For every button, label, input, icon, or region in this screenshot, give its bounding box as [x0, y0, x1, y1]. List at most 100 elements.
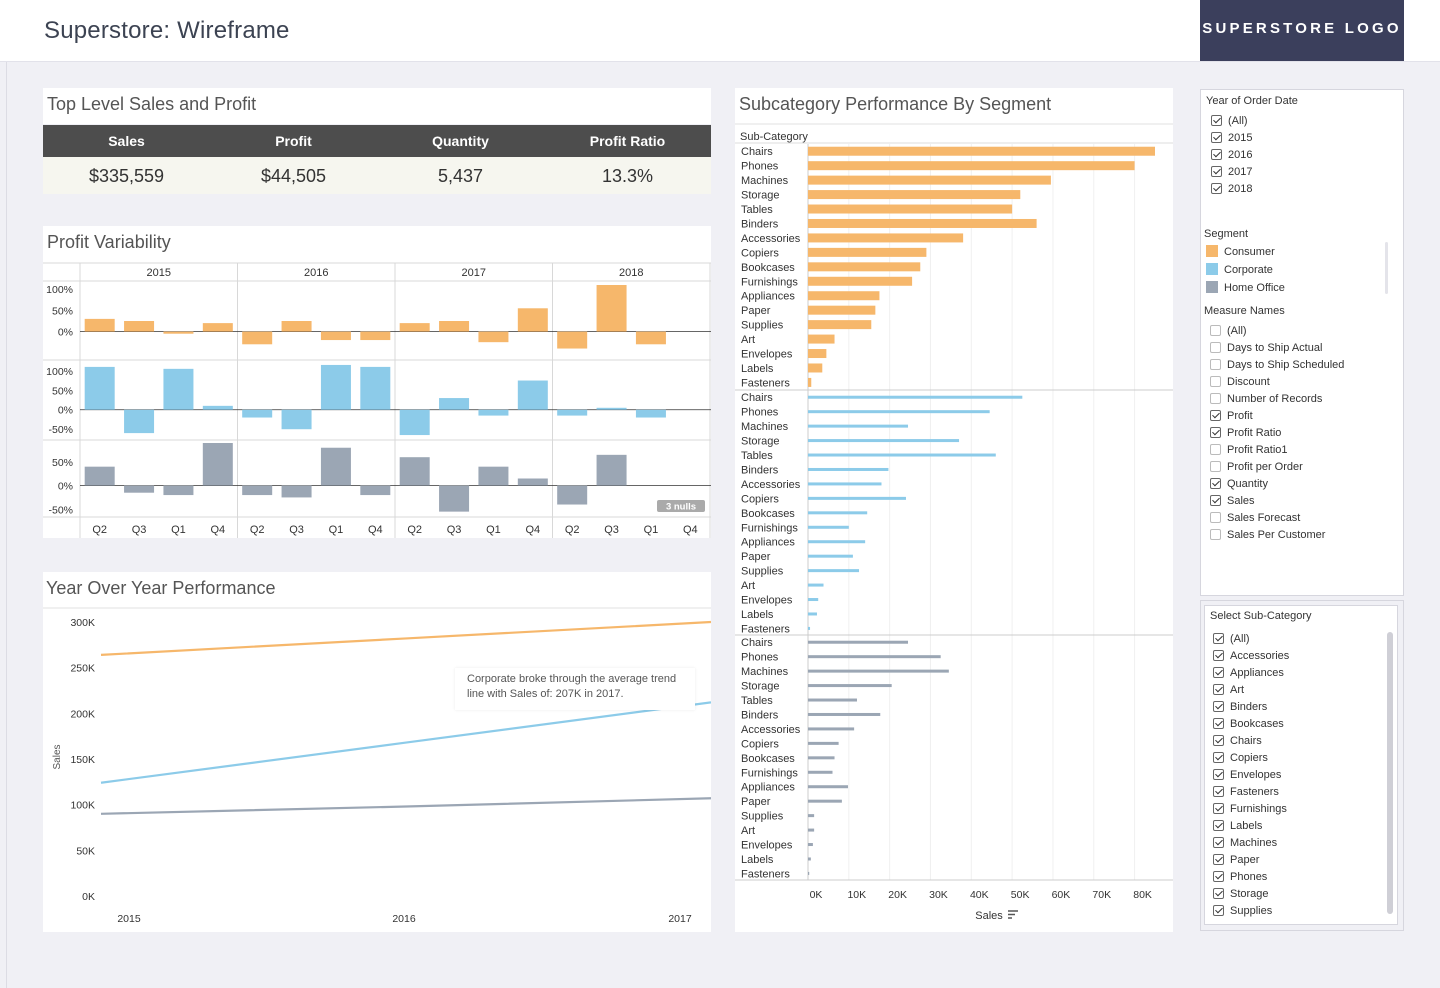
profit-variability-title: Profit Variability [47, 232, 171, 252]
subcategory-filter-option-label: Furnishings [1230, 803, 1287, 815]
measure-filter-option[interactable]: Number of Records [1210, 392, 1322, 408]
checked-checkbox-icon[interactable] [1213, 820, 1224, 831]
checked-checkbox-icon[interactable] [1213, 650, 1224, 661]
pv-quarter-label: Q4 [210, 524, 225, 536]
sub-bar-corporate [808, 496, 906, 500]
subcategory-filter-option[interactable]: Supplies [1213, 904, 1272, 920]
sub-category-label: Chairs [741, 637, 773, 649]
measure-filter-option[interactable]: (All) [1210, 324, 1247, 340]
subcategory-filter-option[interactable]: Chairs [1213, 734, 1262, 750]
page-title: Superstore: Wireframe [44, 17, 290, 44]
segment-legend-item[interactable]: Home Office [1206, 281, 1285, 297]
year-filter-option[interactable]: 2017 [1211, 165, 1252, 181]
checked-checkbox-icon[interactable] [1211, 183, 1222, 194]
sub-bar-home-office [808, 669, 949, 673]
sub-category-label: Fasteners [741, 623, 790, 635]
year-filter-option[interactable]: 2015 [1211, 131, 1252, 147]
subcategory-filter-option[interactable]: Appliances [1213, 666, 1284, 682]
checked-checkbox-icon[interactable] [1213, 701, 1224, 712]
checked-checkbox-icon[interactable] [1213, 667, 1224, 678]
kpi-value-profit[interactable]: $44,505 [260, 166, 327, 186]
subcategory-filter-option[interactable]: Fasteners [1213, 785, 1279, 801]
checked-checkbox-icon[interactable] [1210, 478, 1221, 489]
checked-checkbox-icon[interactable] [1213, 786, 1224, 797]
checked-checkbox-icon[interactable] [1213, 854, 1224, 865]
measure-filter-option[interactable]: Profit Ratio1 [1210, 443, 1288, 459]
subcategory-filter-option-label: Phones [1230, 871, 1268, 883]
subcategory-filter-option-label: (All) [1230, 633, 1250, 645]
checked-checkbox-icon[interactable] [1213, 735, 1224, 746]
profit-variability-chart[interactable]: 2015 2016 2017 2018 100% 50% 0% 100% 50% 0% -50% 50… [43, 226, 711, 538]
unchecked-checkbox-icon[interactable] [1210, 325, 1221, 336]
measure-filter-option[interactable]: Sales Forecast [1210, 511, 1300, 527]
checked-checkbox-icon[interactable] [1213, 871, 1224, 882]
unchecked-checkbox-icon[interactable] [1210, 512, 1221, 523]
pv-bar-corporate [320, 364, 351, 410]
measure-filter-option[interactable]: Profit [1210, 409, 1253, 425]
pv-nulls-badge [657, 500, 705, 512]
checked-checkbox-icon[interactable] [1210, 410, 1221, 421]
subcategory-scrollbar[interactable] [1387, 632, 1393, 914]
segment-scrollbar[interactable] [1385, 242, 1388, 294]
checked-checkbox-icon[interactable] [1213, 837, 1224, 848]
subcategory-filter-option[interactable]: Copiers [1213, 751, 1268, 767]
unchecked-checkbox-icon[interactable] [1210, 444, 1221, 455]
year-filter-option[interactable]: 2018 [1211, 182, 1252, 198]
subcategory-filter-option[interactable]: Accessories [1213, 649, 1289, 665]
sub-x-tick-label: 80K [1133, 889, 1152, 901]
yoy-chart[interactable]: 0K 50K 100K 150K 200K 250K 300K Sales 2015 2016 20… [43, 572, 711, 932]
checked-checkbox-icon[interactable] [1213, 905, 1224, 916]
checked-checkbox-icon[interactable] [1210, 427, 1221, 438]
sub-bar-consumer [808, 363, 823, 373]
unchecked-checkbox-icon[interactable] [1210, 393, 1221, 404]
checked-checkbox-icon[interactable] [1213, 769, 1224, 780]
measure-filter-option[interactable]: Days to Ship Scheduled [1210, 358, 1344, 374]
subcategory-filter-option[interactable]: Bookcases [1213, 717, 1284, 733]
checked-checkbox-icon[interactable] [1213, 803, 1224, 814]
subcategory-filter-option[interactable]: Phones [1213, 870, 1267, 886]
checked-checkbox-icon[interactable] [1213, 718, 1224, 729]
measure-filter-option-label: Days to Ship Scheduled [1227, 359, 1345, 371]
measure-filter-option[interactable]: Sales Per Customer [1210, 528, 1325, 544]
subcategory-filter-option[interactable]: Labels [1213, 819, 1262, 835]
measure-filter-option[interactable]: Profit per Order [1210, 460, 1303, 476]
subcategory-filter-option[interactable]: Binders [1213, 700, 1267, 716]
year-filter-option[interactable]: 2016 [1211, 148, 1252, 164]
subcategory-filter-option[interactable]: Machines [1213, 836, 1277, 852]
unchecked-checkbox-icon[interactable] [1210, 359, 1221, 370]
kpi-value-sales[interactable]: $335,559 [88, 166, 165, 186]
subcategory-filter-option[interactable]: Paper [1213, 853, 1259, 869]
pv-bar-home-office [360, 485, 391, 496]
subcategory-chart[interactable]: Sub-Category 0K 10K 20K 30K 40K 50K 60K 70K 80K Sa… [735, 88, 1173, 932]
subcategory-filter-option[interactable]: Furnishings [1213, 802, 1287, 818]
kpi-value-profit-ratio[interactable]: 13.3% [601, 166, 654, 186]
yoy-line-home-office [100, 797, 711, 815]
checked-checkbox-icon[interactable] [1211, 149, 1222, 160]
checked-checkbox-icon[interactable] [1213, 888, 1224, 899]
measure-filter-option[interactable]: Discount [1210, 375, 1270, 391]
subcategory-filter-option[interactable]: Envelopes [1213, 768, 1281, 784]
unchecked-checkbox-icon[interactable] [1210, 342, 1221, 353]
measure-filter-option[interactable]: Days to Ship Actual [1210, 341, 1322, 357]
checked-checkbox-icon[interactable] [1210, 495, 1221, 506]
unchecked-checkbox-icon[interactable] [1210, 461, 1221, 472]
subcategory-filter-option-label: Paper [1230, 854, 1260, 866]
year-filter-option[interactable]: (All) [1211, 114, 1248, 130]
measure-filter-option[interactable]: Sales [1210, 494, 1255, 510]
measure-filter-option[interactable]: Profit Ratio [1210, 426, 1281, 442]
segment-legend-item[interactable]: Consumer [1206, 245, 1275, 261]
checked-checkbox-icon[interactable] [1211, 166, 1222, 177]
subcategory-filter-option[interactable]: Art [1213, 683, 1244, 699]
unchecked-checkbox-icon[interactable] [1210, 376, 1221, 387]
measure-filter-option[interactable]: Quantity [1210, 477, 1268, 493]
segment-legend-item[interactable]: Corporate [1206, 263, 1273, 279]
subcategory-filter-option[interactable]: Storage [1213, 887, 1269, 903]
unchecked-checkbox-icon[interactable] [1210, 529, 1221, 540]
kpi-value-quantity[interactable]: 5,437 [437, 166, 484, 186]
checked-checkbox-icon[interactable] [1211, 132, 1222, 143]
checked-checkbox-icon[interactable] [1213, 752, 1224, 763]
subcategory-filter-option[interactable]: (All) [1213, 632, 1250, 648]
checked-checkbox-icon[interactable] [1213, 633, 1224, 644]
checked-checkbox-icon[interactable] [1213, 684, 1224, 695]
checked-checkbox-icon[interactable] [1211, 115, 1222, 126]
